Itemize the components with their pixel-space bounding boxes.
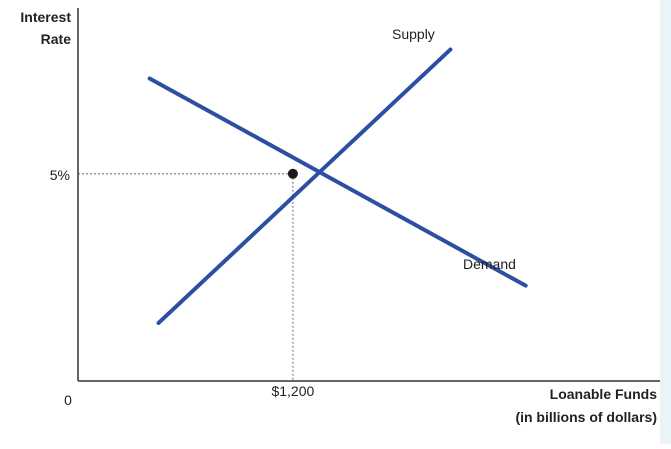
- supply-demand-chart: Interest Rate Loanable Funds (in billion…: [20, 8, 660, 425]
- x-tick-label: $1,200: [271, 383, 314, 399]
- equilibrium-point: [287, 168, 298, 179]
- origin-label: 0: [64, 392, 72, 408]
- y-axis-title-line-1: Interest: [20, 9, 71, 25]
- demand-curve: [147, 76, 528, 288]
- supply-curve: [156, 47, 453, 325]
- supply-curve-label: Supply: [392, 26, 435, 42]
- y-tick-label: 5%: [50, 167, 70, 183]
- x-axis-title-line-2: (in billions of dollars): [515, 409, 657, 425]
- demand-curve-label: Demand: [463, 256, 516, 272]
- side-panel-strip: [660, 0, 671, 444]
- y-axis-title-line-2: Rate: [41, 31, 72, 47]
- x-axis-title-line-1: Loanable Funds: [550, 386, 658, 402]
